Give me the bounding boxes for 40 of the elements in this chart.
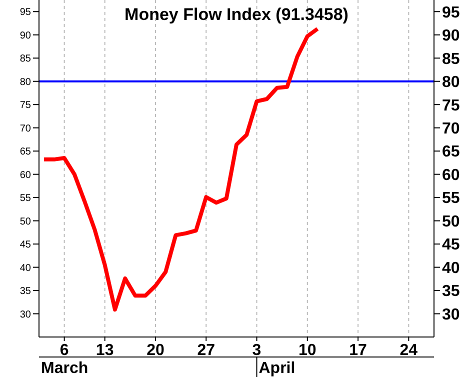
y2-tick-label: 50 [442, 213, 460, 230]
y-tick-label: 55 [20, 193, 32, 204]
y2-tick-label: 40 [442, 260, 460, 277]
y-tick-label: 65 [20, 146, 32, 158]
chart-title: Money Flow Index (91.3458) [124, 5, 348, 24]
x-tick-label: 24 [400, 342, 418, 359]
line-series [42, 26, 320, 312]
y2-tick-label: 30 [442, 306, 460, 324]
y2-tick-label: 80 [442, 74, 460, 92]
y-tick-label: 30 [20, 309, 32, 320]
y2-tick-label: 45 [442, 236, 460, 254]
x-tick-label: 13 [96, 342, 114, 359]
y-tick-label: 85 [20, 54, 32, 65]
y-tick-label: 40 [20, 262, 32, 274]
x-tick-label: 6 [60, 342, 69, 359]
y-tick-label: 60 [20, 170, 32, 181]
x-tick-label: 20 [146, 342, 164, 359]
y-tick-label: 45 [20, 240, 32, 251]
x-tick-label: 27 [197, 342, 216, 359]
y-tick-label: 75 [20, 100, 32, 112]
y2-tick-label: 70 [442, 120, 460, 138]
y2-tick-label: 35 [442, 283, 460, 300]
y-tick-label: 95 [20, 7, 32, 18]
y2-tick-label: 90 [442, 28, 460, 45]
y2-tick-label: 55 [442, 190, 460, 208]
y-tick-label: 90 [20, 30, 32, 42]
y2-tick-label: 65 [442, 144, 460, 161]
x-tick-label: 10 [298, 342, 316, 359]
text: April [258, 360, 296, 377]
y2-tick-label: 85 [442, 50, 460, 68]
y2-tick-label: 60 [442, 166, 460, 184]
x-tick-label: 17 [349, 342, 368, 359]
x-tick-label: 3 [252, 342, 262, 359]
y-tick-label: 50 [20, 216, 32, 228]
y2-tick-label: 95 [442, 4, 460, 22]
y-tick-label: 35 [20, 286, 32, 298]
y2-tick-label: 75 [442, 97, 460, 114]
y-tick-label: 80 [20, 76, 32, 88]
y-tick-label: 70 [20, 123, 32, 134]
text: March [41, 360, 88, 377]
